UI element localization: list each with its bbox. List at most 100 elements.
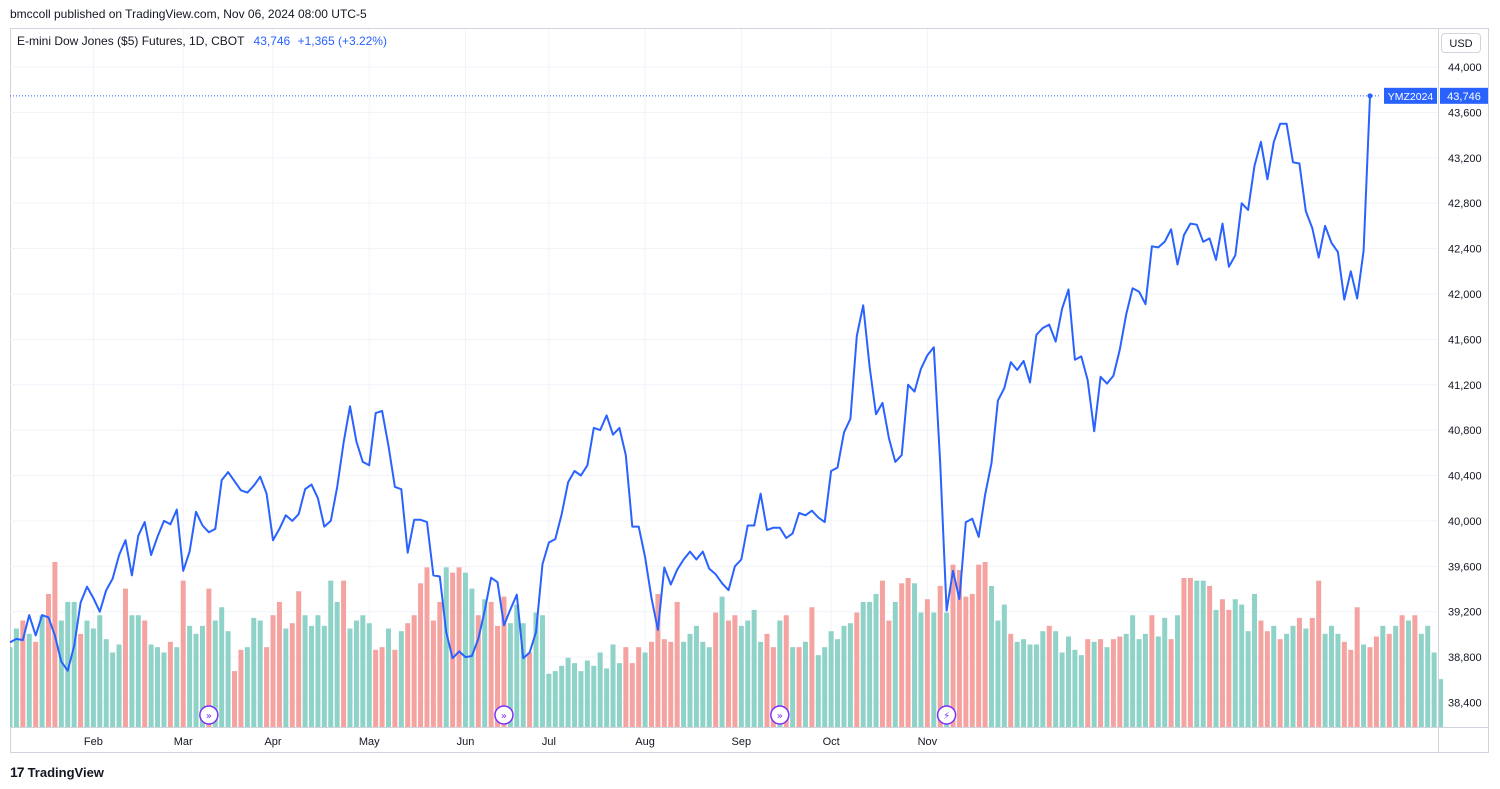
volume-bar — [623, 647, 629, 727]
lightning-icon-glyph: ⚡ — [943, 711, 950, 722]
volume-bar — [854, 612, 860, 727]
volume-bar — [199, 625, 205, 727]
volume-bar — [924, 599, 930, 727]
volume-bar — [244, 647, 250, 727]
volume-bar — [20, 620, 26, 727]
volume-bar — [283, 628, 289, 727]
volume-bar — [661, 639, 667, 727]
volume-bar — [527, 652, 533, 727]
volume-bar — [1104, 647, 1110, 727]
volume-bar — [321, 625, 327, 727]
volume-bar — [116, 644, 122, 727]
volume-bar — [334, 601, 340, 727]
volume-bar — [982, 562, 988, 727]
volume-bar — [1367, 647, 1373, 727]
volume-bar — [1200, 580, 1206, 727]
x-axis: Feb Mar Apr May Jun Jul Aug Sep Oct Nov — [84, 736, 938, 748]
volume-bar — [1322, 633, 1328, 727]
volume-bar — [584, 660, 590, 727]
volume-bar — [860, 601, 866, 727]
price-line — [9, 95, 1371, 672]
footer-brand[interactable]: 17 TradingView — [10, 764, 104, 780]
volume-bar — [1142, 633, 1148, 727]
volume-bar — [1252, 593, 1258, 727]
volume-bar — [1245, 631, 1251, 727]
volume-bar — [257, 620, 263, 727]
lightning-icon — [936, 705, 957, 725]
currency-button[interactable]: USD — [1441, 33, 1481, 53]
volume-bar — [347, 628, 353, 727]
volume-bar — [167, 641, 173, 727]
volume-bar — [546, 673, 552, 727]
volume-bar — [1065, 636, 1071, 727]
volume-bar — [251, 617, 257, 727]
volume-bar — [1117, 636, 1123, 727]
volume-bar — [937, 585, 943, 727]
volume-bar — [270, 615, 276, 727]
volume-bar — [398, 631, 404, 727]
volume-bar — [732, 615, 738, 727]
volume-bar — [315, 615, 321, 727]
volume-bar — [1072, 649, 1078, 727]
volume-bar — [745, 620, 751, 727]
volume-bar — [148, 644, 154, 727]
volume-bar — [597, 652, 603, 727]
volume-bar — [1405, 620, 1411, 727]
y-tick-label: 42,400 — [1448, 244, 1482, 256]
y-tick-label: 39,200 — [1448, 607, 1482, 619]
volume-bar — [950, 564, 956, 727]
y-tick-label: 40,800 — [1448, 425, 1482, 437]
volume-bar — [1053, 631, 1059, 727]
volume-bar — [437, 601, 443, 727]
volume-bar — [873, 593, 879, 727]
volume-bar — [1412, 615, 1418, 727]
volume-bar — [411, 615, 417, 727]
volume-bar — [847, 623, 853, 727]
volume-bar — [193, 633, 199, 727]
y-tick-label: 40,400 — [1448, 471, 1482, 483]
volume-bar — [1290, 625, 1296, 727]
dividend-arrow-icon — [199, 705, 219, 725]
volume-bar — [944, 612, 950, 727]
volume-bar — [206, 588, 212, 727]
volume-bar — [264, 647, 270, 727]
volume-bar — [103, 639, 109, 727]
volume-bar — [700, 641, 706, 727]
volume-bar — [180, 580, 186, 727]
volume-bar — [591, 665, 597, 727]
volume-bar — [1354, 607, 1360, 727]
price-change: +1,365 (+3.22%) — [297, 34, 387, 48]
y-tick-label: 44,000 — [1448, 62, 1482, 74]
volume-bar — [33, 641, 39, 727]
volume-bar — [488, 601, 494, 727]
volume-bar — [764, 633, 770, 727]
volume-bar — [1399, 615, 1405, 727]
publisher-line: bmccoll published on TradingView.com, No… — [10, 7, 367, 21]
volume-bar — [405, 623, 411, 727]
volume-bar — [219, 607, 225, 727]
dividend-arrow-icon — [494, 705, 514, 725]
volume-bar — [78, 633, 84, 727]
volume-bar — [1386, 633, 1392, 727]
volume-bar — [616, 663, 622, 727]
volume-bar — [328, 580, 334, 727]
volume-bar — [1219, 599, 1225, 727]
dividend-arrow-icon-glyph: » — [501, 711, 507, 722]
y-tick-label: 43,600 — [1448, 107, 1482, 119]
volume-bar — [514, 604, 520, 727]
volume-bar — [802, 641, 808, 727]
volume-bar — [956, 569, 962, 727]
volume-bar — [777, 620, 783, 727]
volume-bar — [713, 612, 719, 727]
volume-bar — [1341, 641, 1347, 727]
volume-bar — [110, 652, 116, 727]
volume-bar — [989, 585, 995, 727]
volume-bar — [366, 623, 372, 727]
volume-bar — [1123, 633, 1129, 727]
volume-bar — [289, 623, 295, 727]
volume-bar — [1380, 625, 1386, 727]
volume-bar — [1303, 628, 1309, 727]
volume-bar — [1373, 636, 1379, 727]
volume-bar — [1033, 644, 1039, 727]
